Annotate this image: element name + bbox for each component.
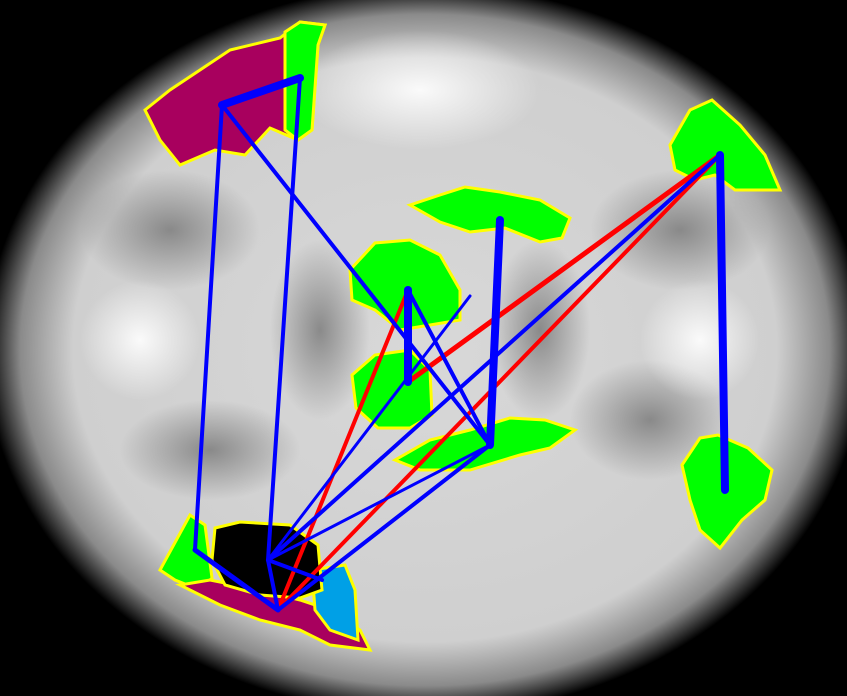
edge — [276, 443, 492, 612]
region — [158, 512, 214, 592]
edge — [218, 74, 304, 109]
region — [406, 185, 572, 244]
edge — [266, 294, 472, 562]
white-matter — [300, 30, 540, 150]
regions — [143, 20, 783, 652]
edge — [266, 558, 280, 612]
edge — [193, 103, 224, 552]
white-matter — [80, 280, 200, 400]
edge — [266, 558, 324, 582]
white-matter — [640, 280, 760, 400]
ventricle — [120, 400, 300, 500]
ventricle — [270, 240, 370, 420]
region — [310, 563, 360, 643]
region — [391, 416, 579, 472]
edge — [220, 103, 492, 447]
edge — [276, 288, 410, 612]
region — [348, 238, 462, 332]
edge — [266, 76, 302, 562]
edge — [192, 547, 281, 613]
edge — [405, 152, 723, 385]
ventricle — [80, 170, 260, 290]
edge — [406, 288, 492, 447]
edge — [486, 216, 504, 449]
edge — [716, 151, 729, 494]
ventricle — [490, 240, 590, 420]
region — [283, 20, 328, 142]
edge — [276, 153, 722, 612]
connections — [192, 74, 729, 613]
edge — [266, 443, 492, 562]
